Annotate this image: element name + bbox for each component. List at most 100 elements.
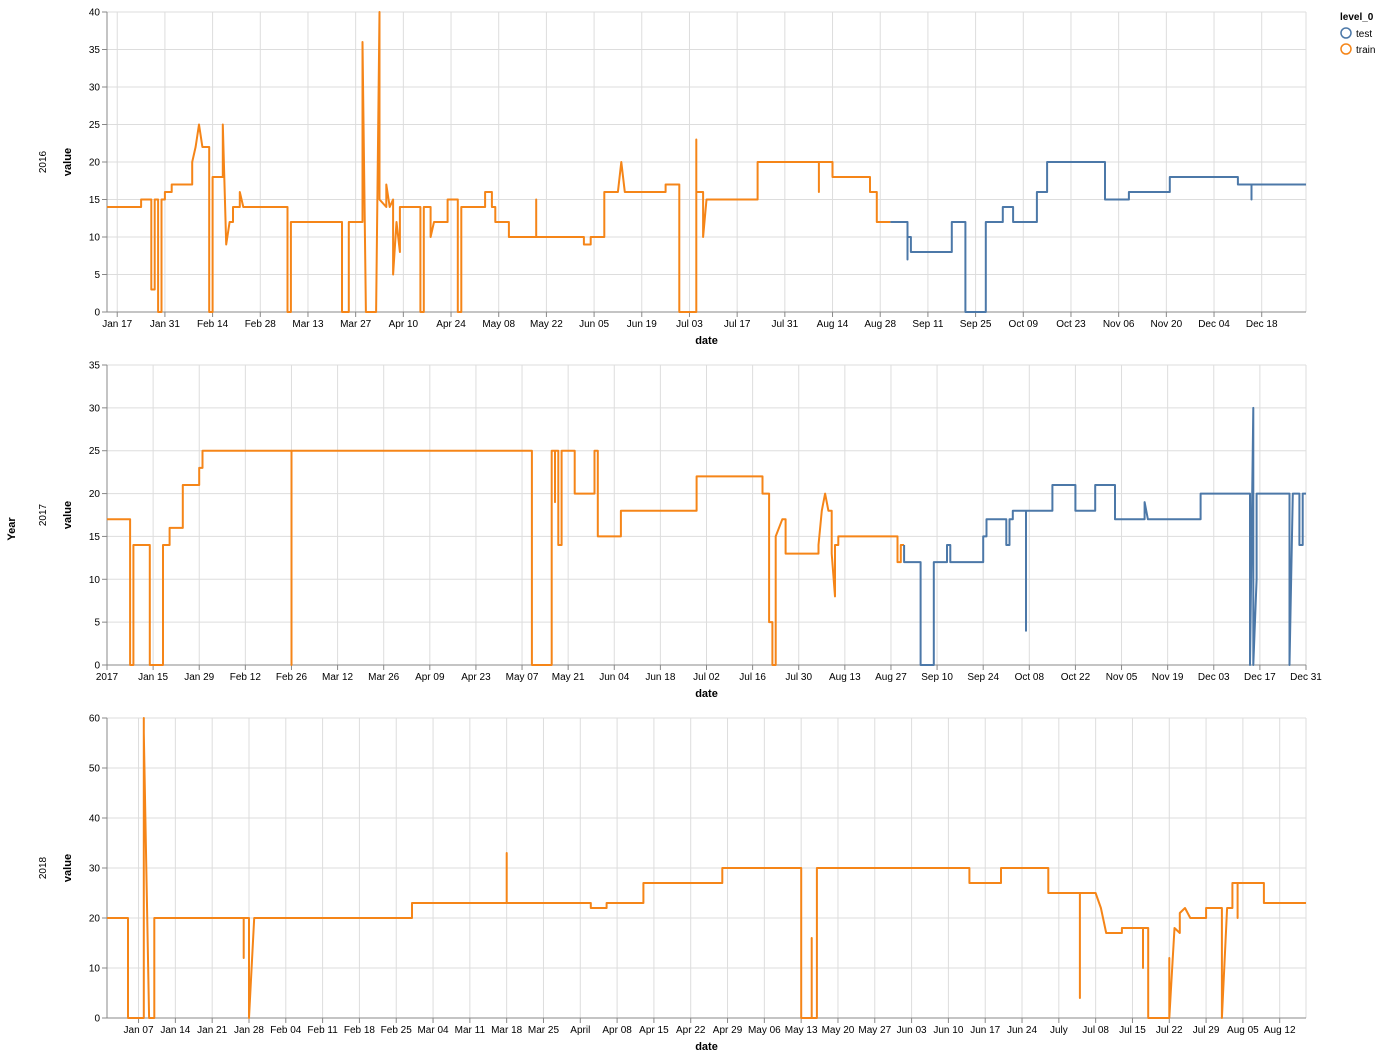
x-tick-label: Jul 30 — [785, 672, 812, 683]
x-tick-label: Apr 10 — [389, 319, 419, 330]
x-tick-label: Jul 08 — [1082, 1025, 1109, 1036]
legend-symbol-test — [1340, 27, 1352, 39]
panel-2017: 0 5 10 15 20 25 30 35 2017 Jan 15 Jan 29 Feb 12 Feb … — [38, 361, 1322, 701]
y-tick-label: 35 — [89, 361, 101, 372]
y-tick-label: 30 — [89, 83, 101, 94]
x-tick-label: Oct 08 — [1015, 672, 1045, 683]
x-tick-label: Feb 11 — [307, 1025, 338, 1036]
y-tick-label: 30 — [89, 864, 101, 875]
x-tick-label: Dec 18 — [1246, 319, 1278, 330]
y-axis-title: value — [62, 854, 74, 882]
x-tick-label: Jan 15 — [138, 672, 168, 683]
x-tick-label: Feb 14 — [197, 319, 229, 330]
x-tick-label: Aug 27 — [875, 672, 907, 683]
y-tick-label: 35 — [89, 45, 101, 56]
x-tick-label: Apr 08 — [602, 1025, 632, 1036]
legend-label-test: test — [1356, 29, 1372, 40]
x-tick-label: Jul 31 — [772, 319, 799, 330]
x-tick-label: Jan 17 — [102, 319, 132, 330]
x-tick-label: Jun 04 — [599, 672, 629, 683]
facet-row-label: 2016 — [38, 150, 49, 173]
y-tick-label: 30 — [89, 403, 101, 414]
y-tick-label: 20 — [89, 489, 101, 500]
y-tick-label: 25 — [89, 120, 101, 131]
x-tick-label: 2017 — [96, 672, 119, 683]
gridlines — [106, 364, 1307, 666]
x-tick-label: Jul 15 — [1119, 1025, 1146, 1036]
panel-2016: 0 5 10 15 20 25 30 35 40 Jan 17 Jan 31 Feb 14 Feb 28… — [38, 8, 1307, 347]
x-tick-label: July — [1050, 1025, 1068, 1036]
x-tick-label: Aug 28 — [864, 319, 896, 330]
panel-2018: 0 10 20 30 40 50 60 Jan 07 Jan 14 Jan 21 Jan 28 Feb… — [38, 714, 1307, 1053]
x-tick-label: Aug 05 — [1227, 1025, 1259, 1036]
x-tick-label: Mar 25 — [528, 1025, 560, 1036]
x-tick-label: Dec 31 — [1290, 672, 1322, 683]
x-tick-label: Apr 15 — [639, 1025, 669, 1036]
x-axis-title: date — [695, 688, 718, 700]
x-tick-label: Jun 24 — [1007, 1025, 1037, 1036]
x-tick-label: Sep 24 — [967, 672, 999, 683]
x-tick-label: Jun 18 — [645, 672, 675, 683]
legend: level_0 test train — [1340, 12, 1375, 56]
x-tick-label: Feb 25 — [381, 1025, 413, 1036]
x-tick-label: Apr 24 — [436, 319, 466, 330]
x-tick-label: Mar 12 — [322, 672, 354, 683]
x-tick-label: Nov 20 — [1151, 319, 1183, 330]
x-tick-label: Mar 11 — [455, 1025, 486, 1036]
x-tick-label: Apr 09 — [415, 672, 445, 683]
x-tick-label: Jan 31 — [150, 319, 180, 330]
x-tick-label: Jan 28 — [234, 1025, 264, 1036]
y-tick-label: 50 — [89, 764, 101, 775]
x-tick-label: Feb 26 — [276, 672, 308, 683]
y-tick-label: 40 — [89, 8, 101, 19]
x-tick-label: Dec 04 — [1198, 319, 1230, 330]
gridlines — [107, 717, 1307, 1019]
facet-row-label: 2018 — [38, 856, 49, 879]
y-axis-title: value — [62, 501, 74, 529]
x-tick-label: Sep 11 — [912, 319, 943, 330]
x-tick-label: Jun 05 — [579, 319, 609, 330]
series-line-train — [107, 717, 1306, 1019]
y-tick-label: 60 — [89, 714, 101, 725]
x-tick-label: Aug 13 — [829, 672, 861, 683]
x-tick-label: May 06 — [748, 1025, 781, 1036]
x-tick-label: May 13 — [785, 1025, 818, 1036]
y-tick-label: 10 — [89, 575, 101, 586]
y-tick-label: 15 — [89, 532, 101, 543]
legend-label-train: train — [1356, 45, 1375, 56]
x-tick-label: Aug 14 — [817, 319, 849, 330]
x-tick-label: Feb 12 — [230, 672, 262, 683]
x-tick-label: Mar 26 — [368, 672, 400, 683]
series-line-train — [107, 11, 891, 313]
x-tick-label: Jul 29 — [1193, 1025, 1220, 1036]
x-tick-label: Feb 28 — [245, 319, 277, 330]
x-tick-label: April — [570, 1025, 590, 1036]
x-tick-label: Jul 22 — [1156, 1025, 1183, 1036]
x-tick-label: Sep 10 — [921, 672, 953, 683]
series-line-test — [890, 161, 1306, 313]
x-tick-label: Jun 17 — [970, 1025, 1000, 1036]
x-tick-label: Dec 03 — [1198, 672, 1230, 683]
legend-item-test[interactable]: test — [1340, 27, 1372, 40]
x-tick-label: Jan 29 — [184, 672, 214, 683]
x-tick-label: Feb 04 — [270, 1025, 302, 1036]
x-tick-label: May 20 — [822, 1025, 855, 1036]
legend-item-train[interactable]: train — [1340, 43, 1375, 56]
x-tick-label: Jan 21 — [197, 1025, 227, 1036]
y-tick-label: 20 — [89, 914, 101, 925]
x-tick-label: Mar 18 — [491, 1025, 523, 1036]
x-tick-label: Mar 04 — [417, 1025, 449, 1036]
x-tick-label: Mar 13 — [292, 319, 324, 330]
y-tick-label: 20 — [89, 158, 101, 169]
x-tick-label: Jun 03 — [897, 1025, 927, 1036]
x-tick-label: Jun 10 — [933, 1025, 963, 1036]
facet-row-label: 2017 — [38, 503, 49, 526]
x-tick-label: Nov 06 — [1103, 319, 1135, 330]
y-tick-label: 0 — [94, 1014, 100, 1025]
y-tick-label: 15 — [89, 195, 101, 206]
x-tick-label: Oct 09 — [1009, 319, 1039, 330]
x-tick-label: Nov 19 — [1152, 672, 1184, 683]
y-tick-label: 5 — [94, 270, 100, 281]
x-tick-label: May 21 — [552, 672, 585, 683]
chart-panels: 0 5 10 15 20 25 30 35 40 Jan 17 Jan 31 Feb 14 Feb 28… — [38, 8, 1322, 1054]
